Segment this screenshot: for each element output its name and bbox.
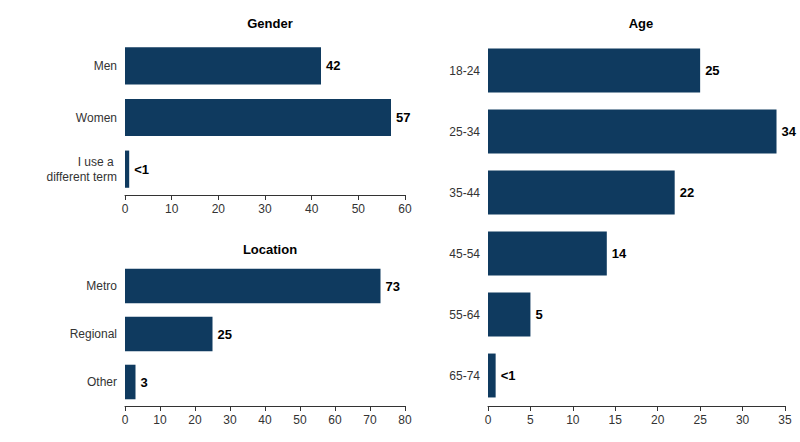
svg-text:14: 14 — [612, 246, 627, 261]
svg-text:10: 10 — [165, 202, 179, 216]
svg-text:80: 80 — [398, 413, 412, 427]
svg-text:0: 0 — [485, 413, 492, 427]
svg-text:15: 15 — [609, 413, 623, 427]
svg-text:65-74: 65-74 — [449, 369, 480, 383]
svg-text:22: 22 — [680, 185, 694, 200]
svg-text:different term: different term — [47, 170, 117, 184]
svg-text:25: 25 — [693, 413, 707, 427]
svg-text:<1: <1 — [501, 368, 516, 383]
svg-text:30: 30 — [223, 413, 237, 427]
svg-text:25: 25 — [218, 327, 232, 342]
svg-text:5: 5 — [527, 413, 534, 427]
svg-text:20: 20 — [212, 202, 226, 216]
svg-text:<1: <1 — [134, 162, 149, 177]
svg-text:30: 30 — [258, 202, 272, 216]
svg-text:Gender: Gender — [247, 16, 293, 31]
svg-text:34: 34 — [782, 124, 797, 139]
svg-text:70: 70 — [363, 413, 377, 427]
svg-text:I use a: I use a — [78, 155, 117, 169]
svg-text:Age: Age — [629, 16, 654, 31]
svg-text:50: 50 — [352, 202, 366, 216]
svg-text:20: 20 — [188, 413, 202, 427]
svg-text:42: 42 — [326, 58, 340, 73]
svg-text:25-34: 25-34 — [449, 125, 480, 139]
svg-text:60: 60 — [328, 413, 342, 427]
svg-text:10: 10 — [566, 413, 580, 427]
svg-text:0: 0 — [122, 413, 129, 427]
svg-text:Other: Other — [87, 375, 117, 389]
svg-text:18-24: 18-24 — [449, 64, 480, 78]
svg-text:40: 40 — [258, 413, 272, 427]
svg-text:Men: Men — [94, 59, 117, 73]
svg-text:60: 60 — [398, 202, 412, 216]
svg-text:25: 25 — [705, 63, 719, 78]
svg-text:50: 50 — [293, 413, 307, 427]
svg-text:0: 0 — [122, 202, 129, 216]
svg-text:73: 73 — [386, 279, 400, 294]
svg-text:Women: Women — [76, 111, 117, 125]
svg-text:Metro: Metro — [86, 279, 117, 293]
svg-text:Regional: Regional — [70, 327, 117, 341]
svg-text:45-54: 45-54 — [449, 247, 480, 261]
svg-text:20: 20 — [651, 413, 665, 427]
svg-text:55-64: 55-64 — [449, 308, 480, 322]
svg-text:10: 10 — [153, 413, 167, 427]
svg-text:40: 40 — [305, 202, 319, 216]
svg-text:35: 35 — [778, 413, 792, 427]
svg-text:5: 5 — [535, 307, 542, 322]
svg-text:Location: Location — [243, 242, 297, 257]
svg-text:3: 3 — [141, 375, 148, 390]
svg-text:30: 30 — [736, 413, 750, 427]
svg-text:57: 57 — [396, 110, 410, 125]
svg-text:35-44: 35-44 — [449, 186, 480, 200]
